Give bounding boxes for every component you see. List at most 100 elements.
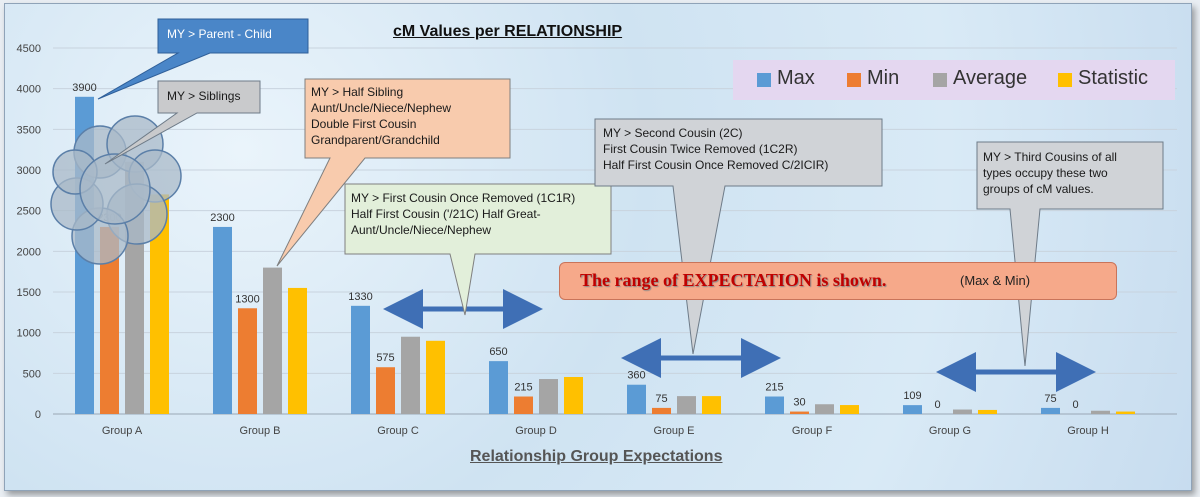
callout-parent-child-text: MY > Parent - Child — [167, 27, 272, 41]
bar-statistic-4 — [564, 376, 583, 414]
chart-legend: Max Min Average Statistic — [733, 60, 1175, 100]
bar-statistic-3 — [426, 340, 445, 414]
bar-max-7 — [903, 405, 922, 414]
bar-statistic-7 — [978, 409, 997, 414]
bar-statistic-2 — [288, 287, 307, 414]
data-label: 575 — [376, 352, 394, 364]
y-tick-label: 3500 — [17, 124, 41, 136]
range-banner-sub: (Max & Min) — [960, 273, 1031, 288]
legend-label-average: Average — [953, 67, 1028, 89]
callout-second-cousin-line: MY > Second Cousin (2C) — [603, 126, 743, 140]
bar-average-2 — [263, 267, 282, 414]
data-label: 1330 — [348, 291, 372, 303]
callout-half-sibling-line: MY > Half Sibling — [311, 85, 404, 99]
bar-average-4 — [539, 379, 558, 414]
y-tick-label: 4500 — [17, 43, 41, 55]
legend-swatch-statistic — [1058, 73, 1072, 87]
data-label: 3900 — [72, 82, 96, 94]
bar-statistic-1 — [150, 194, 169, 414]
y-tick-label: 500 — [23, 368, 41, 380]
bar-max-5 — [627, 384, 646, 414]
data-label: 75 — [1044, 393, 1056, 405]
y-tick-label: 3000 — [17, 165, 41, 177]
bar-min-1 — [100, 226, 119, 414]
bar-statistic-8 — [1116, 411, 1135, 414]
legend-swatch-max — [757, 73, 771, 87]
bar-min-2 — [238, 308, 257, 414]
y-tick-label: 2000 — [17, 246, 41, 258]
callout-first-cousin-line: MY > First Cousin Once Removed (1C1R) — [351, 191, 576, 205]
callout-first-cousin-line: Half First Cousin ('/21C) Half Great- — [351, 207, 541, 221]
bar-min-4 — [514, 396, 533, 414]
legend-label-min: Min — [867, 67, 900, 89]
y-tick-label: 0 — [35, 409, 41, 421]
bar-average-3 — [401, 336, 420, 414]
y-tick-label: 2500 — [17, 206, 41, 218]
data-label: 1300 — [235, 293, 259, 305]
bar-average-5 — [677, 396, 696, 414]
callout-half-sibling-line: Aunt/Uncle/Niece/Nephew — [311, 101, 452, 115]
bar-max-2 — [213, 226, 232, 414]
bar-statistic-6 — [840, 405, 859, 414]
x-tick-label: Group A — [102, 425, 143, 437]
bar-min-6 — [790, 411, 809, 414]
range-banner-text: The range of EXPECTATION is shown. — [580, 270, 887, 290]
data-label: 109 — [903, 390, 921, 402]
x-tick-label: Group E — [654, 425, 695, 437]
legend-label-statistic: Statistic — [1078, 67, 1149, 89]
data-label: 0 — [934, 399, 940, 411]
bar-max-8 — [1041, 407, 1060, 414]
y-tick-label: 1000 — [17, 328, 41, 340]
callout-second-cousin-line: Half First Cousin Once Removed C/2ICIR) — [603, 158, 829, 172]
x-tick-label: Group H — [1067, 425, 1109, 437]
y-tick-label: 4000 — [17, 84, 41, 96]
bar-average-8 — [1091, 410, 1110, 414]
data-label: 215 — [514, 382, 532, 394]
bar-min-5 — [652, 407, 671, 414]
data-label: 215 — [765, 382, 783, 394]
callout-third-cousin-text: MY > Third Cousins of all types occupy t… — [983, 149, 1117, 197]
data-label: 0 — [1072, 399, 1078, 411]
y-tick-label: 1500 — [17, 287, 41, 299]
chart-svg: 0500100015002000250030003500400045003900… — [17, 18, 1177, 437]
callout-first-cousin-shape — [344, 183, 612, 316]
x-tick-label: Group B — [240, 425, 281, 437]
bar-min-3 — [376, 367, 395, 414]
legend-label-max: Max — [777, 67, 815, 89]
x-tick-label: Group C — [377, 425, 419, 437]
bar-max-3 — [351, 305, 370, 414]
callout-first-cousin-line: Aunt/Uncle/Niece/Nephew — [351, 223, 492, 237]
callout-third-cousin-line: groups of cM values. — [983, 182, 1094, 196]
callout-half-sibling-line: Double First Cousin — [311, 117, 417, 131]
callout-third-cousin-line: MY > Third Cousins of all — [983, 150, 1117, 164]
range-banner: The range of EXPECTATION is shown. (Max … — [559, 262, 1117, 300]
bar-max-6 — [765, 396, 784, 414]
data-label: 650 — [489, 346, 507, 358]
bar-max-4 — [489, 361, 508, 414]
callout-half-sibling-shape — [276, 78, 511, 267]
legend-swatch-min — [847, 73, 861, 87]
chart-frame: 0 500 1000 1500 2000 2500 3000 3500 4000 4500 3900… — [4, 3, 1192, 491]
callout-third-cousin-line: types occupy these two — [983, 166, 1108, 180]
x-axis-title: Relationship Group Expectations — [470, 448, 723, 465]
callout-parent-child-shape — [97, 18, 309, 100]
callout-half-sibling-text: MY > Half Sibling Aunt/Uncle/Niece/Nephe… — [311, 84, 451, 148]
x-tick-label: Group F — [792, 425, 833, 437]
callout-first-cousin-text: MY > First Cousin Once Removed (1C1R) Ha… — [351, 190, 575, 238]
callout-second-cousin-text: MY > Second Cousin (2C) First Cousin Twi… — [603, 125, 828, 173]
x-tick-label: Group D — [515, 425, 557, 437]
callout-half-sibling-line: Grandparent/Grandchild — [311, 133, 440, 147]
callout-siblings-shape — [104, 80, 261, 165]
data-label: 360 — [627, 370, 645, 382]
callout-siblings-cloud — [50, 115, 182, 265]
data-label: 30 — [793, 397, 805, 409]
legend-swatch-average — [933, 73, 947, 87]
callout-siblings-text: MY > Siblings — [167, 89, 241, 103]
callout-second-cousin-line: First Cousin Twice Removed (1C2R) — [603, 142, 798, 156]
bar-statistic-5 — [702, 396, 721, 414]
x-tick-label: Group G — [929, 425, 971, 437]
bar-average-7 — [953, 409, 972, 414]
data-label: 2300 — [210, 212, 234, 224]
chart-title: cM Values per RELATIONSHIP — [393, 23, 623, 40]
bar-average-6 — [815, 404, 834, 414]
